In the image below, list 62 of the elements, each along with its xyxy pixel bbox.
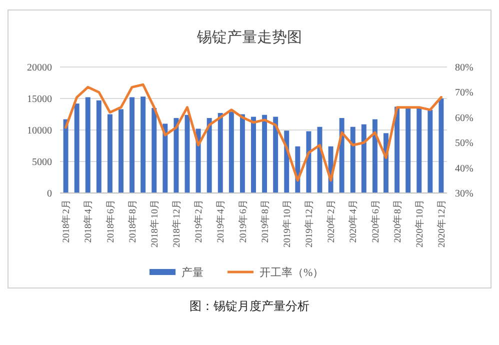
bar — [63, 119, 68, 193]
y-tick-label: 20000 — [27, 62, 52, 74]
bar — [394, 106, 400, 193]
x-tick-label: 2020年2月 — [325, 199, 338, 243]
bar — [306, 131, 312, 193]
x-tick-label: 2019年12月 — [303, 199, 316, 248]
y-tick-label: 5000 — [32, 157, 52, 168]
y2-tick-label: 30% — [455, 188, 474, 200]
bar — [438, 98, 444, 193]
legend-label: 开工率（%） — [260, 266, 324, 279]
bar — [140, 96, 146, 193]
x-tick-label: 2020年8月 — [391, 199, 404, 243]
y-tick-label: 15000 — [27, 94, 52, 105]
x-tick-label: 2018年2月 — [60, 199, 72, 243]
chart-title: 锡锭产量走势图 — [196, 29, 302, 46]
x-tick-label: 2018年4月 — [82, 199, 94, 243]
y2-tick-label: 60% — [455, 112, 474, 124]
bar — [174, 118, 179, 193]
x-tick-label: 2019年2月 — [192, 199, 205, 243]
x-tick-label: 2019年4月 — [214, 199, 227, 243]
y2-tick-label: 80% — [455, 62, 474, 74]
y2-tick-label: 50% — [455, 138, 474, 150]
x-tick-label: 2020年6月 — [369, 199, 382, 243]
bar — [251, 116, 256, 193]
bar — [406, 106, 411, 193]
bar — [74, 104, 80, 193]
bar — [107, 114, 112, 193]
bar — [350, 126, 356, 193]
bar — [96, 100, 102, 193]
bar — [130, 97, 135, 193]
line-series — [64, 83, 442, 182]
x-tick-label: 2020年4月 — [347, 199, 360, 243]
bar — [85, 97, 90, 193]
y-tick-label: 10000 — [27, 126, 52, 136]
bar — [262, 114, 268, 193]
x-tick-label: 2020年10月 — [413, 199, 426, 248]
x-tick-label: 2018年6月 — [104, 199, 116, 243]
bar — [416, 106, 422, 193]
text: 图：锡锭月度产量分析 — [190, 299, 310, 313]
x-tick-label: 2019年8月 — [258, 199, 271, 243]
legend-label: 产量 — [182, 266, 204, 279]
bar — [118, 109, 124, 193]
bar — [218, 112, 223, 193]
bar — [273, 116, 278, 193]
bar — [372, 119, 378, 193]
bar — [152, 108, 157, 193]
bar — [228, 112, 234, 193]
y2-tick-label: 40% — [455, 163, 474, 174]
x-tick-label: 2019年10月 — [280, 199, 293, 248]
bar — [206, 118, 212, 193]
x-tick-label: 2020年12月 — [436, 199, 448, 248]
x-tick-label: 2018年10月 — [148, 199, 160, 248]
y2-tick-label: 70% — [455, 88, 474, 99]
y-tick-label: 0 — [47, 188, 52, 200]
x-tick-label: 2019年6月 — [236, 199, 249, 243]
bar — [428, 110, 433, 193]
bar — [361, 124, 366, 193]
bar — [162, 124, 168, 193]
bar — [339, 118, 344, 193]
x-tick-label: 2018年8月 — [126, 199, 138, 243]
x-tick-label: 2018年12月 — [170, 199, 183, 248]
bar — [240, 114, 245, 193]
